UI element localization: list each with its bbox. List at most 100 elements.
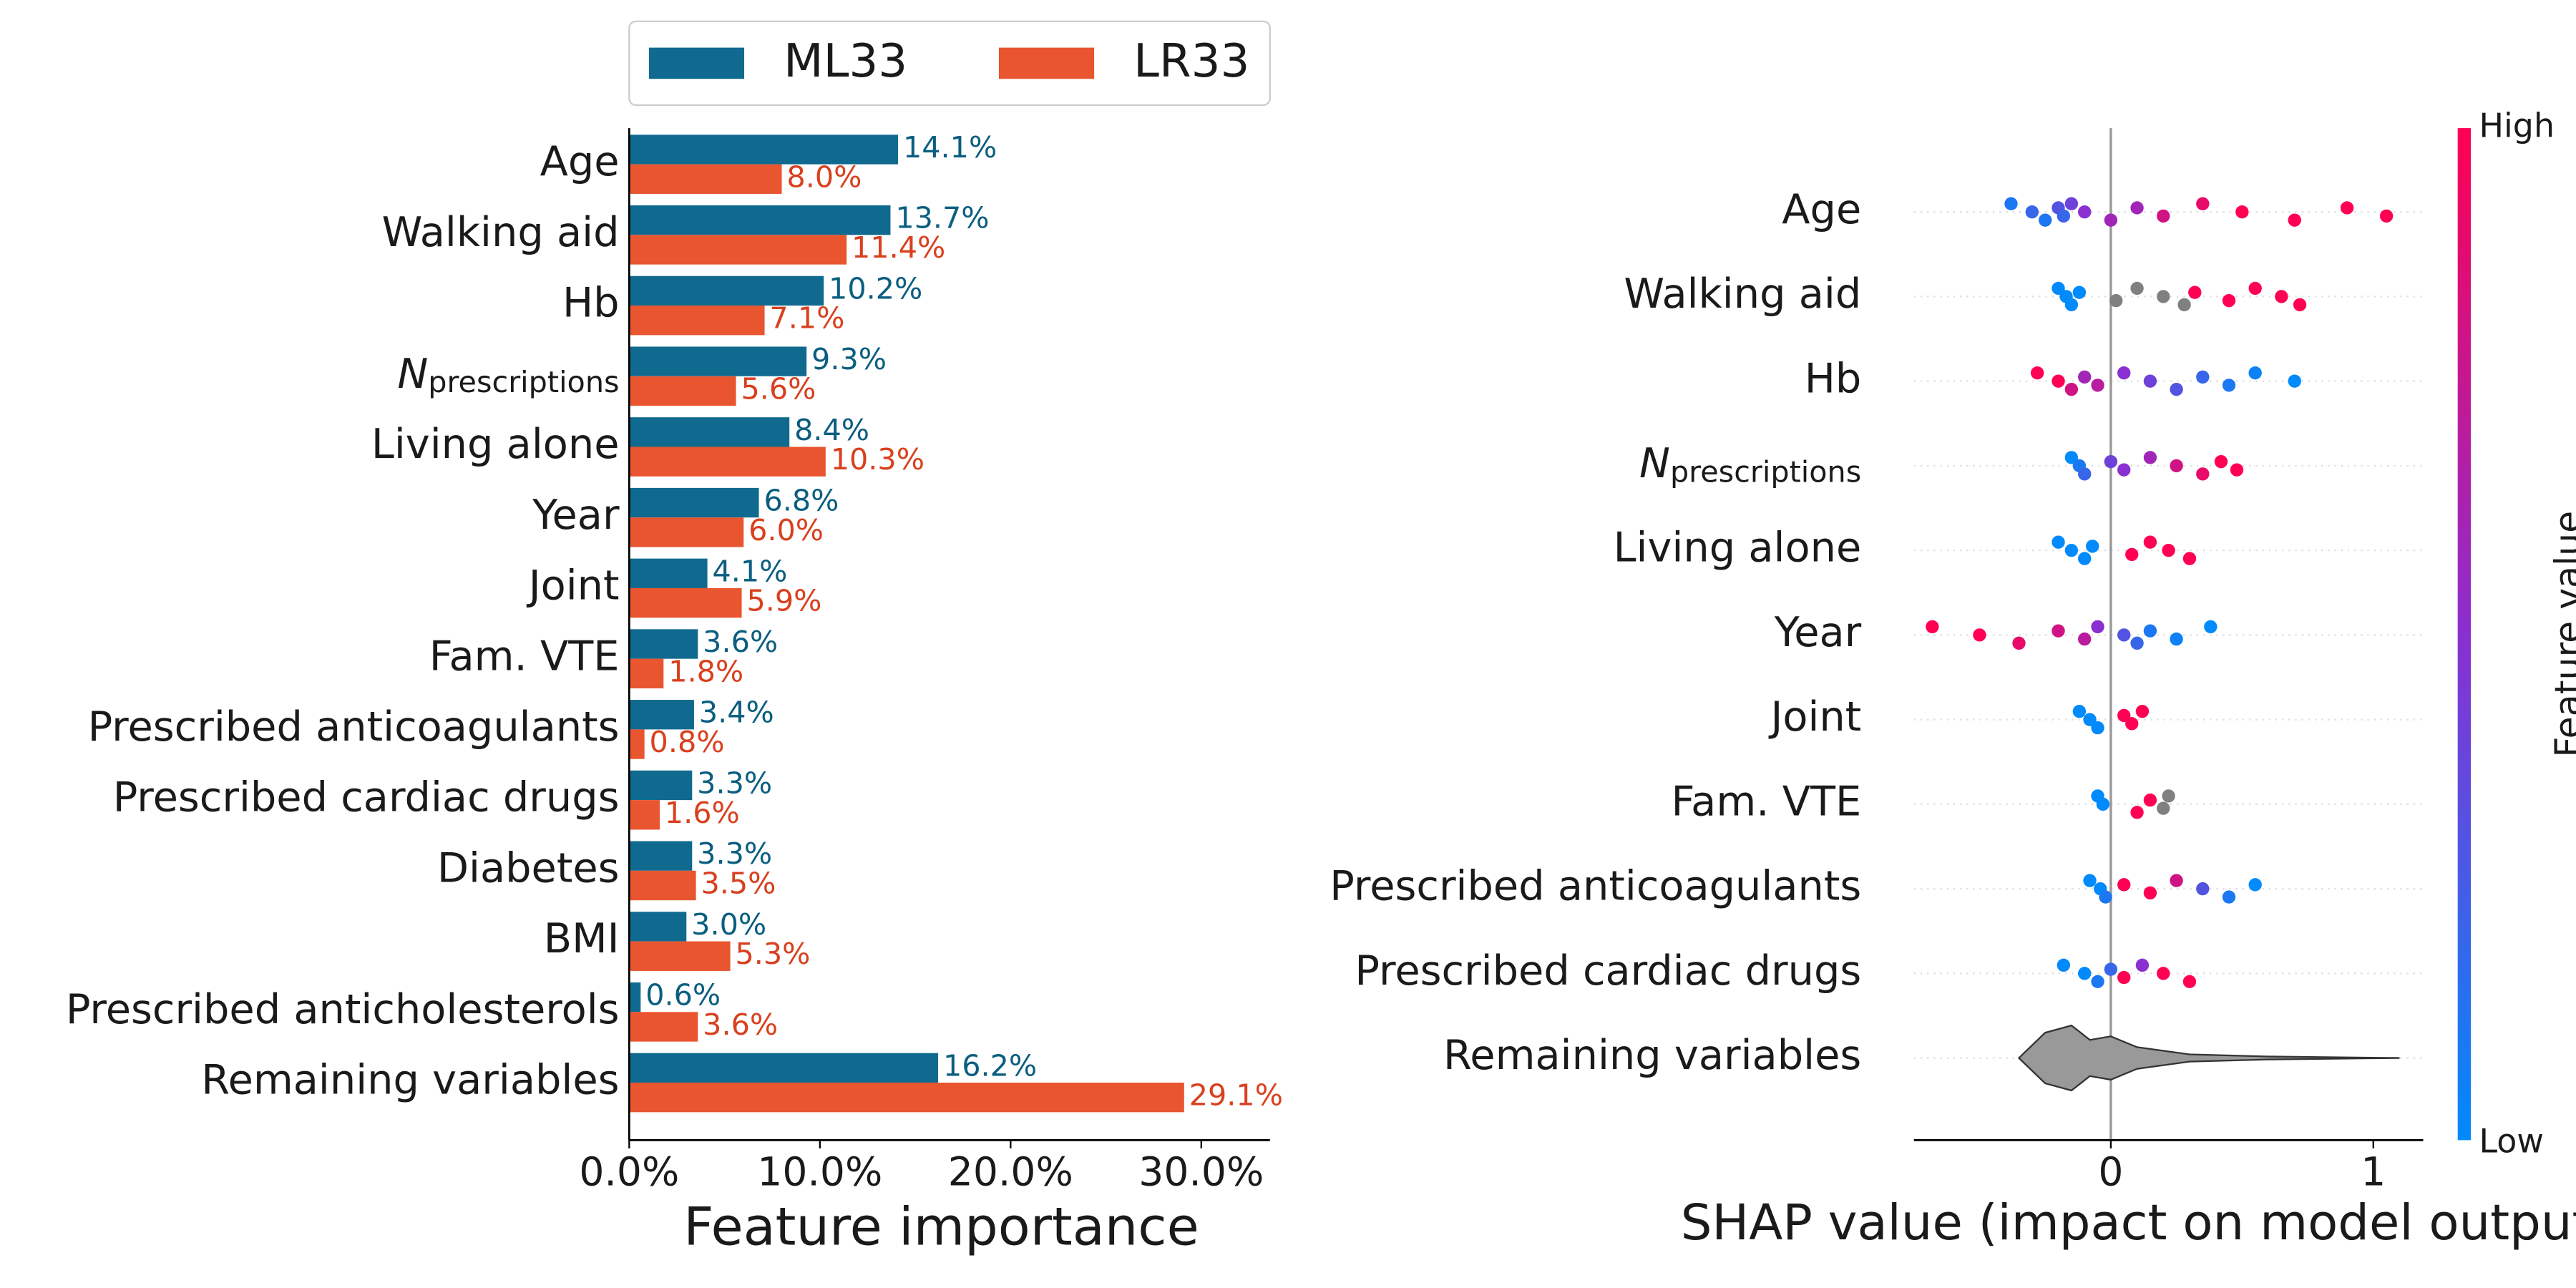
bar xyxy=(629,841,693,871)
x-axis-label: SHAP value (impact on model output) xyxy=(1681,1194,2576,1252)
shap-point xyxy=(2235,205,2249,219)
shap-point xyxy=(2064,197,2079,210)
shap-point xyxy=(2012,636,2026,650)
shap-point xyxy=(2030,366,2044,380)
bar xyxy=(629,800,660,830)
shap-point xyxy=(2051,281,2065,296)
violin xyxy=(2017,1024,2400,1092)
shap-point xyxy=(2230,463,2244,477)
shap-point xyxy=(2288,374,2301,388)
shap-point xyxy=(2196,467,2210,481)
category-label: Nprescriptions xyxy=(1639,439,1861,489)
value-label: 14.1% xyxy=(903,130,997,165)
category-label: Age xyxy=(540,137,620,185)
shap-point xyxy=(2143,535,2157,549)
colorbar xyxy=(2457,128,2472,1141)
bar xyxy=(629,164,782,194)
value-label: 6.0% xyxy=(748,513,824,547)
shap-point xyxy=(2117,878,2131,892)
value-label: 10.3% xyxy=(831,442,924,477)
shap-point xyxy=(2038,213,2052,227)
legend-label: LR33 xyxy=(1133,34,1249,88)
shap-point xyxy=(2248,366,2262,380)
shap-point xyxy=(2182,975,2197,988)
shap-point xyxy=(2170,382,2183,396)
category-label: Walking aid xyxy=(382,208,620,256)
colorbar-high: High xyxy=(2479,107,2555,145)
bar xyxy=(629,306,765,336)
shap-point xyxy=(2130,201,2144,215)
shap-point xyxy=(2109,293,2123,308)
x-tick-label: 30.0% xyxy=(1138,1149,1264,1195)
shap-point xyxy=(2125,717,2139,731)
bar xyxy=(629,912,687,942)
shap-point xyxy=(2078,370,2092,384)
value-label: 3.4% xyxy=(699,696,774,730)
shap-point xyxy=(2135,958,2150,972)
bar xyxy=(629,982,641,1013)
shap-point xyxy=(2130,636,2144,650)
shap-point xyxy=(2117,366,2131,380)
category-label-main: N xyxy=(397,349,428,397)
category-label: Prescribed cardiac drugs xyxy=(113,774,620,821)
legend-swatch xyxy=(648,47,745,79)
shap-point xyxy=(2078,967,2092,980)
category-label: Prescribed anticoagulants xyxy=(88,703,620,751)
shap-point xyxy=(2222,379,2236,392)
shap-point xyxy=(2083,874,2097,887)
category-label: Remaining variables xyxy=(1443,1031,1861,1079)
value-label: 11.4% xyxy=(852,230,945,265)
category-label: Age xyxy=(1782,185,1861,233)
value-label: 5.9% xyxy=(746,584,821,618)
shap-point xyxy=(2064,298,2079,312)
shap-point xyxy=(2143,793,2157,807)
bar xyxy=(629,346,807,376)
x-axis-label: Feature importance xyxy=(683,1197,1199,1258)
shap-point xyxy=(2222,890,2236,904)
shap-point xyxy=(2086,540,2099,553)
bar xyxy=(629,205,891,235)
shap-point xyxy=(2214,454,2228,469)
category-label-sub: prescriptions xyxy=(428,365,619,399)
bar xyxy=(629,275,824,306)
shap-point xyxy=(1926,620,1939,634)
shap-point xyxy=(1973,628,1986,642)
shap-point xyxy=(2117,708,2131,723)
shap-point xyxy=(2157,801,2170,815)
bar xyxy=(629,658,664,688)
shap-point xyxy=(2064,451,2079,464)
bar xyxy=(629,376,736,406)
shap-point xyxy=(2104,213,2118,227)
shap-point xyxy=(2091,721,2104,735)
category-label: Diabetes xyxy=(437,844,620,892)
shap-point xyxy=(2125,547,2139,562)
shap-point xyxy=(2170,632,2183,646)
shap-point xyxy=(2051,624,2065,638)
value-label: 5.3% xyxy=(735,937,810,971)
category-label-main: N xyxy=(1639,439,1670,487)
shap-point xyxy=(2104,454,2118,469)
shap-point xyxy=(2091,379,2104,392)
shap-point xyxy=(2130,806,2144,819)
x-tick-label: 1 xyxy=(2361,1149,2386,1195)
shap-point xyxy=(2091,975,2104,988)
shap-point xyxy=(2157,290,2170,303)
shap-point xyxy=(2057,958,2071,972)
shap-point xyxy=(2072,286,2087,299)
value-label: 10.2% xyxy=(829,271,922,306)
shap-point xyxy=(2177,298,2191,312)
shap-point xyxy=(2170,874,2183,887)
shap-point xyxy=(2078,552,2092,565)
shap-point xyxy=(2162,543,2175,557)
category-label: Fam. VTE xyxy=(1671,777,1861,825)
value-label: 8.4% xyxy=(794,413,869,447)
value-label: 3.3% xyxy=(697,836,772,871)
bar xyxy=(629,417,790,447)
bar xyxy=(629,770,693,801)
x-tick-label: 0.0% xyxy=(579,1149,679,1195)
category-label: BMI xyxy=(544,914,620,962)
shap-point xyxy=(2078,632,2092,646)
shap-point xyxy=(2196,197,2210,210)
shap-point xyxy=(2051,535,2065,549)
